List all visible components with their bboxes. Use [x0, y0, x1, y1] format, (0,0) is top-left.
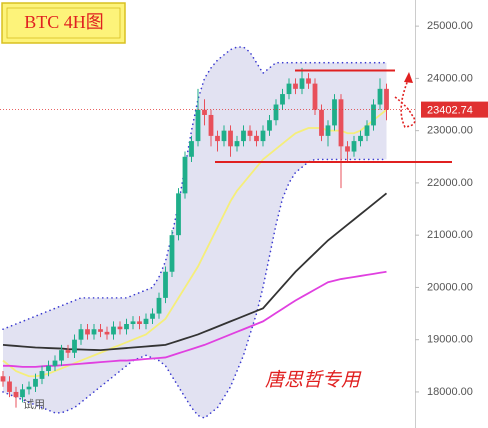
candle-body — [189, 141, 194, 157]
candle-body — [130, 321, 136, 325]
candle-body — [33, 378, 38, 387]
candle-body — [267, 120, 272, 131]
candle-body — [260, 130, 266, 142]
candle-body — [299, 78, 305, 89]
candle-body — [384, 88, 389, 110]
candle-body — [26, 386, 32, 390]
chart-title: BTC 4H图 — [24, 12, 104, 32]
candle-body — [254, 135, 259, 142]
y-tick-label: 25000.00 — [427, 20, 473, 32]
candle-body — [39, 371, 45, 379]
candle-body — [208, 114, 214, 136]
band-lower — [2, 158, 388, 419]
candle-body — [7, 381, 12, 392]
candle-body — [65, 350, 71, 353]
candle-body — [169, 235, 175, 272]
candle-body — [111, 326, 116, 335]
candle-body — [306, 78, 311, 84]
candle-body — [195, 109, 201, 142]
badge: 试用 — [23, 398, 45, 411]
candle-body — [163, 271, 168, 298]
candle-body — [325, 125, 331, 136]
candle-body — [345, 146, 350, 152]
candle-body — [312, 83, 318, 110]
candle-body — [59, 350, 64, 361]
candle-body — [72, 339, 77, 353]
candle-body — [13, 391, 19, 398]
y-tick-label: 20000.00 — [427, 281, 473, 293]
candle-body — [137, 321, 142, 325]
candle-body — [319, 109, 324, 136]
title-box-inner — [6, 7, 121, 39]
title-box — [1, 2, 126, 44]
y-tick-label: 24000.00 — [427, 72, 473, 84]
ma-line — [2, 192, 388, 352]
candle-body — [78, 329, 84, 340]
projection-arrow — [394, 79, 416, 128]
y-tick-label: 18000.00 — [427, 386, 473, 398]
candle-body — [52, 360, 58, 366]
candle-body — [351, 141, 357, 152]
candle-body — [332, 99, 337, 126]
y-tick-label: 21000.00 — [427, 229, 473, 241]
candle-body — [228, 130, 233, 147]
arrow-head — [404, 72, 413, 83]
candle-body — [241, 130, 246, 142]
candle-body — [293, 83, 298, 89]
candle-body — [85, 329, 90, 335]
candle-body — [150, 313, 155, 319]
candle-body — [104, 331, 110, 335]
candle-body — [221, 130, 227, 142]
candle-body — [364, 125, 370, 136]
candle-body — [358, 135, 363, 142]
candle-body — [46, 365, 51, 372]
candle-body — [143, 318, 149, 325]
candle-body — [377, 88, 383, 105]
candle-body — [286, 83, 292, 95]
candle-body — [371, 104, 376, 126]
candle-body — [182, 156, 188, 194]
candle-body — [98, 329, 103, 332]
candle-body — [176, 193, 181, 236]
last-price-box — [421, 101, 488, 118]
watermark: 唐思哲专用 — [265, 369, 362, 391]
candle-body — [117, 326, 123, 330]
y-tick-label: 19000.00 — [427, 334, 473, 346]
candle-body — [20, 389, 25, 398]
candle-body — [234, 141, 240, 147]
candle-body — [247, 130, 253, 136]
candle-body — [273, 104, 279, 121]
candle-body — [91, 329, 97, 335]
ma-line — [3, 270, 387, 368]
band-fill — [3, 47, 387, 419]
candle-body — [124, 324, 129, 330]
y-tick-label: 23000.00 — [427, 125, 473, 137]
candle-body — [156, 297, 162, 314]
y-tick-label: 22000.00 — [427, 177, 473, 189]
candle-body — [0, 376, 6, 382]
candle-body — [215, 135, 220, 142]
candle-body — [202, 109, 207, 115]
candle-body — [338, 99, 344, 147]
band-upper — [2, 46, 388, 331]
last-price-label: 23402.74 — [427, 105, 473, 117]
candle-body — [280, 94, 285, 105]
